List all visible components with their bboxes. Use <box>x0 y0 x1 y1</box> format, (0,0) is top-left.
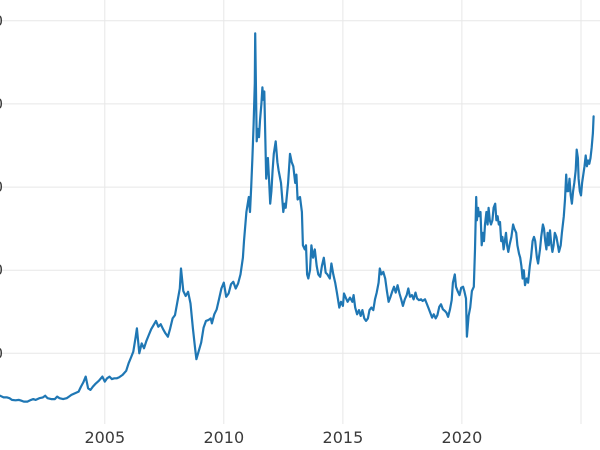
y-tick-label-cropped: 20 <box>0 261 3 279</box>
y-tick-label-cropped: 10 <box>0 344 3 362</box>
x-tick-label: 2015 <box>323 428 364 447</box>
series-line <box>0 32 595 403</box>
x-tick-label: 2010 <box>203 428 244 447</box>
y-tick-label-cropped: 30 <box>0 178 3 196</box>
x-tick-label: 2020 <box>442 428 483 447</box>
y-tick-label-cropped: 40 <box>0 95 3 113</box>
x-tick-label: 2005 <box>84 428 125 447</box>
y-tick-label-cropped: 50 <box>0 12 3 30</box>
